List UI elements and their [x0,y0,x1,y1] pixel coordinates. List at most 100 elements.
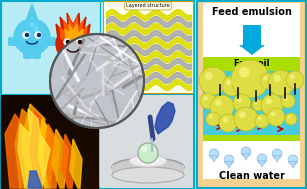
Polygon shape [56,13,90,39]
Ellipse shape [224,155,234,165]
Polygon shape [65,24,83,39]
Polygon shape [1,143,98,152]
Polygon shape [52,129,68,188]
Circle shape [30,23,34,27]
Circle shape [37,33,41,36]
Circle shape [25,30,30,36]
Circle shape [67,40,69,43]
Ellipse shape [112,158,184,176]
Circle shape [263,76,268,81]
Polygon shape [62,134,75,188]
Polygon shape [5,114,25,188]
Polygon shape [1,116,98,125]
Polygon shape [243,153,250,160]
Text: Feed emulsion: Feed emulsion [212,7,292,17]
Circle shape [290,74,295,79]
Polygon shape [25,4,39,24]
Text: Clean water: Clean water [219,171,285,181]
Circle shape [258,117,262,121]
Circle shape [199,67,227,95]
Polygon shape [103,1,193,93]
Circle shape [34,27,38,31]
Polygon shape [1,98,98,107]
Polygon shape [1,152,98,161]
Bar [203,3,300,57]
Ellipse shape [129,155,167,167]
Polygon shape [1,125,98,134]
Ellipse shape [272,149,282,159]
Ellipse shape [288,155,298,165]
Circle shape [255,114,269,128]
Polygon shape [1,170,98,179]
Circle shape [239,67,250,78]
Polygon shape [258,160,266,167]
Circle shape [226,80,232,85]
Ellipse shape [112,167,184,183]
Circle shape [141,146,147,152]
Circle shape [281,94,295,108]
Circle shape [284,97,288,101]
Bar [1,95,98,188]
Bar [197,1,306,188]
Circle shape [205,72,213,80]
Circle shape [255,101,258,105]
Circle shape [261,94,283,116]
Circle shape [285,113,297,125]
Circle shape [237,97,242,102]
Circle shape [223,117,228,122]
Text: Layered structure: Layered structure [126,4,170,9]
Polygon shape [274,155,281,162]
Polygon shape [15,109,38,188]
Ellipse shape [209,149,219,159]
Circle shape [233,94,251,112]
Circle shape [200,93,216,109]
Circle shape [271,111,276,116]
FancyBboxPatch shape [8,37,20,46]
Text: Free oil: Free oil [234,60,270,68]
Circle shape [219,114,237,132]
Polygon shape [60,17,87,39]
Circle shape [14,19,50,55]
Circle shape [210,95,234,119]
Polygon shape [70,139,82,188]
Circle shape [25,33,29,36]
Circle shape [231,60,269,98]
FancyBboxPatch shape [72,44,81,61]
Circle shape [286,71,304,89]
Circle shape [288,115,291,119]
Circle shape [79,40,81,43]
Circle shape [56,27,90,61]
Polygon shape [1,161,98,170]
Circle shape [209,115,213,119]
Circle shape [260,73,276,89]
Circle shape [234,107,258,131]
FancyBboxPatch shape [32,41,41,59]
Bar [203,141,300,179]
Ellipse shape [241,147,251,157]
Circle shape [266,98,272,104]
Polygon shape [22,104,45,188]
Polygon shape [1,179,98,188]
Circle shape [203,96,208,100]
Polygon shape [38,119,55,188]
Circle shape [252,99,264,111]
Polygon shape [28,171,42,188]
Ellipse shape [257,154,267,164]
Bar [203,57,300,71]
Polygon shape [1,107,98,116]
Polygon shape [226,161,232,168]
Circle shape [215,99,222,106]
Polygon shape [30,111,50,188]
Circle shape [268,70,294,96]
Circle shape [50,34,144,128]
Circle shape [35,32,41,38]
Polygon shape [290,161,297,168]
FancyBboxPatch shape [44,37,56,46]
FancyBboxPatch shape [61,44,70,61]
Circle shape [239,112,246,118]
Bar [203,71,300,137]
Circle shape [138,143,158,163]
Circle shape [222,76,242,96]
Polygon shape [155,102,175,134]
FancyBboxPatch shape [23,41,32,59]
